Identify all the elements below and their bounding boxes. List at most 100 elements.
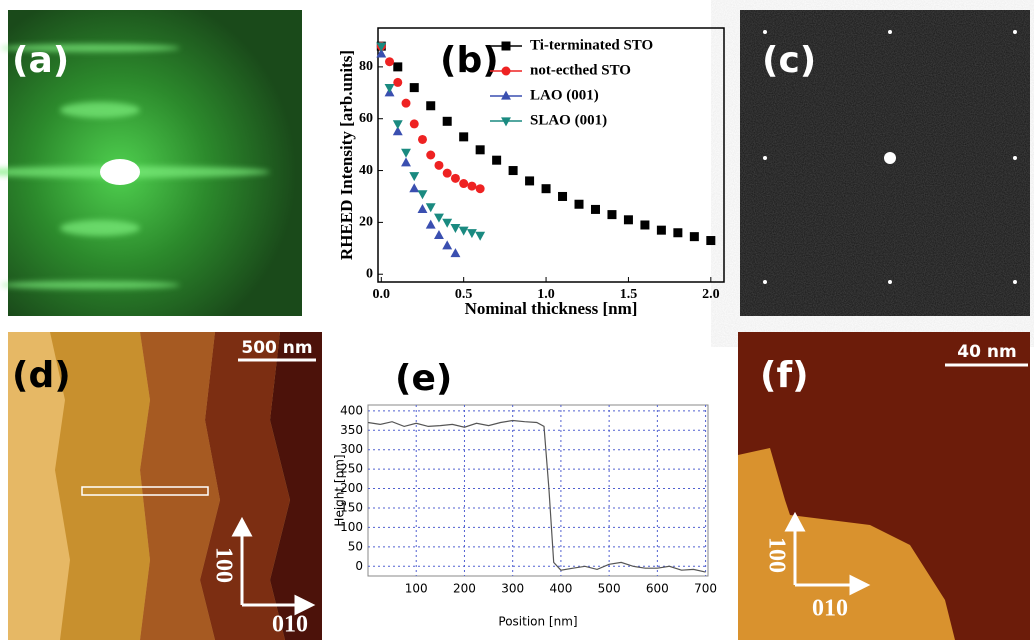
data-point xyxy=(417,134,427,144)
legend-marker xyxy=(501,66,511,76)
data-point xyxy=(525,176,535,186)
panel-label: (b) xyxy=(440,40,499,81)
y-tick-label: 250 xyxy=(340,462,363,476)
afm-image xyxy=(8,332,322,640)
data-point xyxy=(623,215,633,225)
data-point xyxy=(376,48,387,58)
data-point xyxy=(376,42,387,52)
data-point xyxy=(434,213,444,223)
data-point xyxy=(384,84,395,94)
y-tick-label: 350 xyxy=(340,423,363,437)
data-point xyxy=(706,236,716,246)
legend-marker xyxy=(501,41,511,51)
data-point xyxy=(475,231,486,241)
data-point xyxy=(417,190,428,200)
direction-label: 010 xyxy=(272,612,308,638)
data-point xyxy=(393,77,403,87)
y-tick-label: 300 xyxy=(340,442,363,456)
data-point xyxy=(656,225,666,235)
data-point xyxy=(466,229,477,239)
x-tick-label: 100 xyxy=(405,582,428,596)
data-point xyxy=(492,155,502,165)
data-point xyxy=(425,203,436,213)
afm-image xyxy=(738,332,1030,640)
data-point xyxy=(458,226,469,236)
x-tick-label: 400 xyxy=(549,582,572,596)
scale-bar-label: 40 nm xyxy=(957,342,1016,362)
y-tick-label: 150 xyxy=(340,500,363,514)
direction-label: 100 xyxy=(210,547,236,583)
panel-label: (c) xyxy=(762,40,816,81)
x-tick-label: 1.0 xyxy=(537,287,555,302)
data-point xyxy=(392,120,403,130)
data-point xyxy=(392,126,403,136)
panel-label: (a) xyxy=(12,40,69,81)
x-tick-label: 600 xyxy=(646,582,669,596)
data-point xyxy=(450,223,461,233)
data-point xyxy=(689,232,699,242)
data-point xyxy=(426,101,436,111)
y-tick-label: 200 xyxy=(340,481,363,495)
y-tick-label: 80 xyxy=(359,59,373,74)
y-tick-label: 100 xyxy=(340,520,363,534)
data-point xyxy=(434,160,444,170)
x-tick-label: 2.0 xyxy=(702,287,720,302)
data-point xyxy=(426,150,436,160)
rheed-image xyxy=(0,10,302,316)
data-point xyxy=(574,199,584,209)
scale-bar-label: 500 nm xyxy=(241,338,312,358)
plot-frame xyxy=(367,404,709,577)
data-point xyxy=(417,204,428,214)
data-point xyxy=(385,57,395,67)
x-tick-label: 200 xyxy=(453,582,476,596)
profile-line xyxy=(367,419,706,573)
y-tick-label: 40 xyxy=(359,163,373,178)
data-point xyxy=(442,218,453,228)
legend-marker xyxy=(501,117,511,127)
x-tick-label: 0.5 xyxy=(455,287,473,302)
x-tick-label: 500 xyxy=(598,582,621,596)
y-tick-label: 0 xyxy=(366,266,373,281)
data-point xyxy=(459,179,469,189)
x-axis-label: Nominal thickness [nm] xyxy=(465,299,638,318)
data-point xyxy=(409,183,420,193)
x-tick-label: 1.5 xyxy=(620,287,638,302)
x-tick-label: 0.0 xyxy=(373,287,391,302)
data-point xyxy=(467,181,477,191)
data-point xyxy=(425,219,436,229)
legend-label: not-ecthed STO xyxy=(530,62,631,78)
data-point xyxy=(590,204,600,214)
y-tick-label: 400 xyxy=(340,403,363,417)
legend-label: SLAO (001) xyxy=(530,112,607,128)
data-point xyxy=(401,148,411,158)
x-axis-label: Position [nm] xyxy=(498,615,577,629)
data-point xyxy=(508,166,518,176)
data-point xyxy=(442,168,452,178)
panel-label: (f) xyxy=(760,355,809,396)
data-point xyxy=(450,248,461,258)
data-point xyxy=(541,184,551,194)
y-axis-label: Height [pm] xyxy=(333,454,347,526)
y-tick-label: 20 xyxy=(359,215,373,230)
panel-label: (e) xyxy=(395,358,452,399)
data-point xyxy=(673,228,683,238)
data-point xyxy=(475,145,485,155)
legend-marker xyxy=(501,90,511,100)
y-tick-label: 0 xyxy=(355,559,363,573)
data-point xyxy=(475,184,485,194)
data-point xyxy=(409,172,420,182)
y-tick-label: 60 xyxy=(359,111,373,126)
y-axis-label: RHEED Intensity [arb.units] xyxy=(337,50,356,260)
direction-label: 010 xyxy=(812,596,848,622)
y-tick-label: 50 xyxy=(348,539,363,553)
fft-image xyxy=(740,10,1030,316)
legend-label: LAO (001) xyxy=(530,87,599,103)
legend-label: Ti-terminated STO xyxy=(530,37,653,53)
data-point xyxy=(558,191,568,201)
data-point xyxy=(442,116,452,126)
x-tick-label: 300 xyxy=(501,582,524,596)
direction-label: 100 xyxy=(763,537,789,573)
data-point xyxy=(409,83,419,93)
